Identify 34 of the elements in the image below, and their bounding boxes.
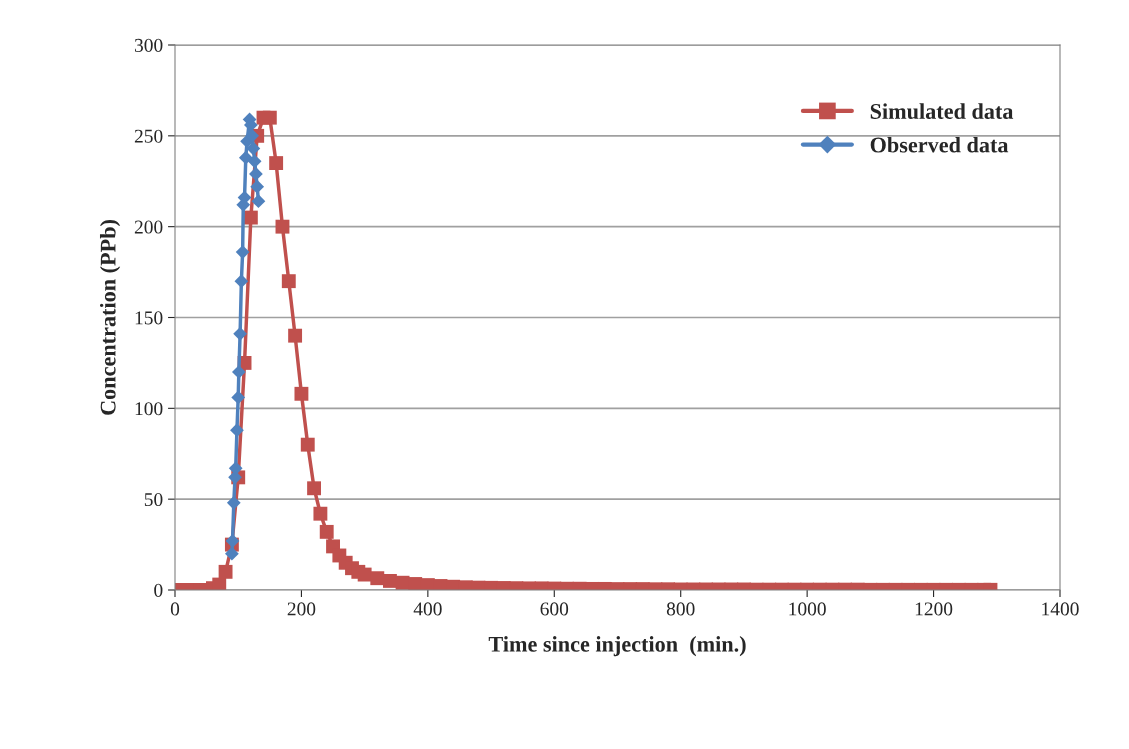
point — [231, 390, 246, 405]
y-axis-title: Concentration (PPb) — [99, 220, 121, 415]
point — [231, 365, 246, 379]
point — [225, 546, 239, 561]
point — [238, 150, 253, 165]
x-axis-title: Time since injection (min.) — [488, 636, 746, 657]
point — [235, 245, 250, 259]
point — [234, 274, 249, 289]
legend-label: Simulated data — [870, 103, 1014, 119]
point — [225, 534, 240, 548]
y-tick-label: 300 — [134, 38, 163, 52]
y-tick-label: 50 — [144, 492, 163, 507]
legend-label: Observed data — [870, 136, 1009, 153]
y-tick-label: 150 — [135, 311, 163, 325]
x-tick-label: 800 — [666, 602, 695, 616]
point — [251, 194, 266, 209]
x-tick-label: 0 — [170, 602, 180, 616]
point — [226, 495, 241, 510]
x-tick-label: 400 — [413, 602, 442, 616]
y-tick-label: 100 — [135, 402, 163, 416]
x-tick-label: 1400 — [1042, 602, 1079, 616]
y-tick-label: 200 — [134, 220, 163, 234]
x-tick-label: 1200 — [915, 602, 953, 616]
x-tick-label: 1000 — [789, 602, 826, 616]
point — [246, 141, 261, 156]
point — [247, 154, 262, 169]
y-tick-label: 250 — [134, 129, 163, 143]
point — [245, 128, 259, 143]
y-tick-label: 0 — [154, 583, 163, 597]
point — [230, 423, 244, 438]
point — [250, 179, 265, 194]
x-tick-label: 600 — [540, 602, 569, 616]
point — [233, 326, 247, 341]
x-tick-label: 200 — [287, 602, 316, 616]
